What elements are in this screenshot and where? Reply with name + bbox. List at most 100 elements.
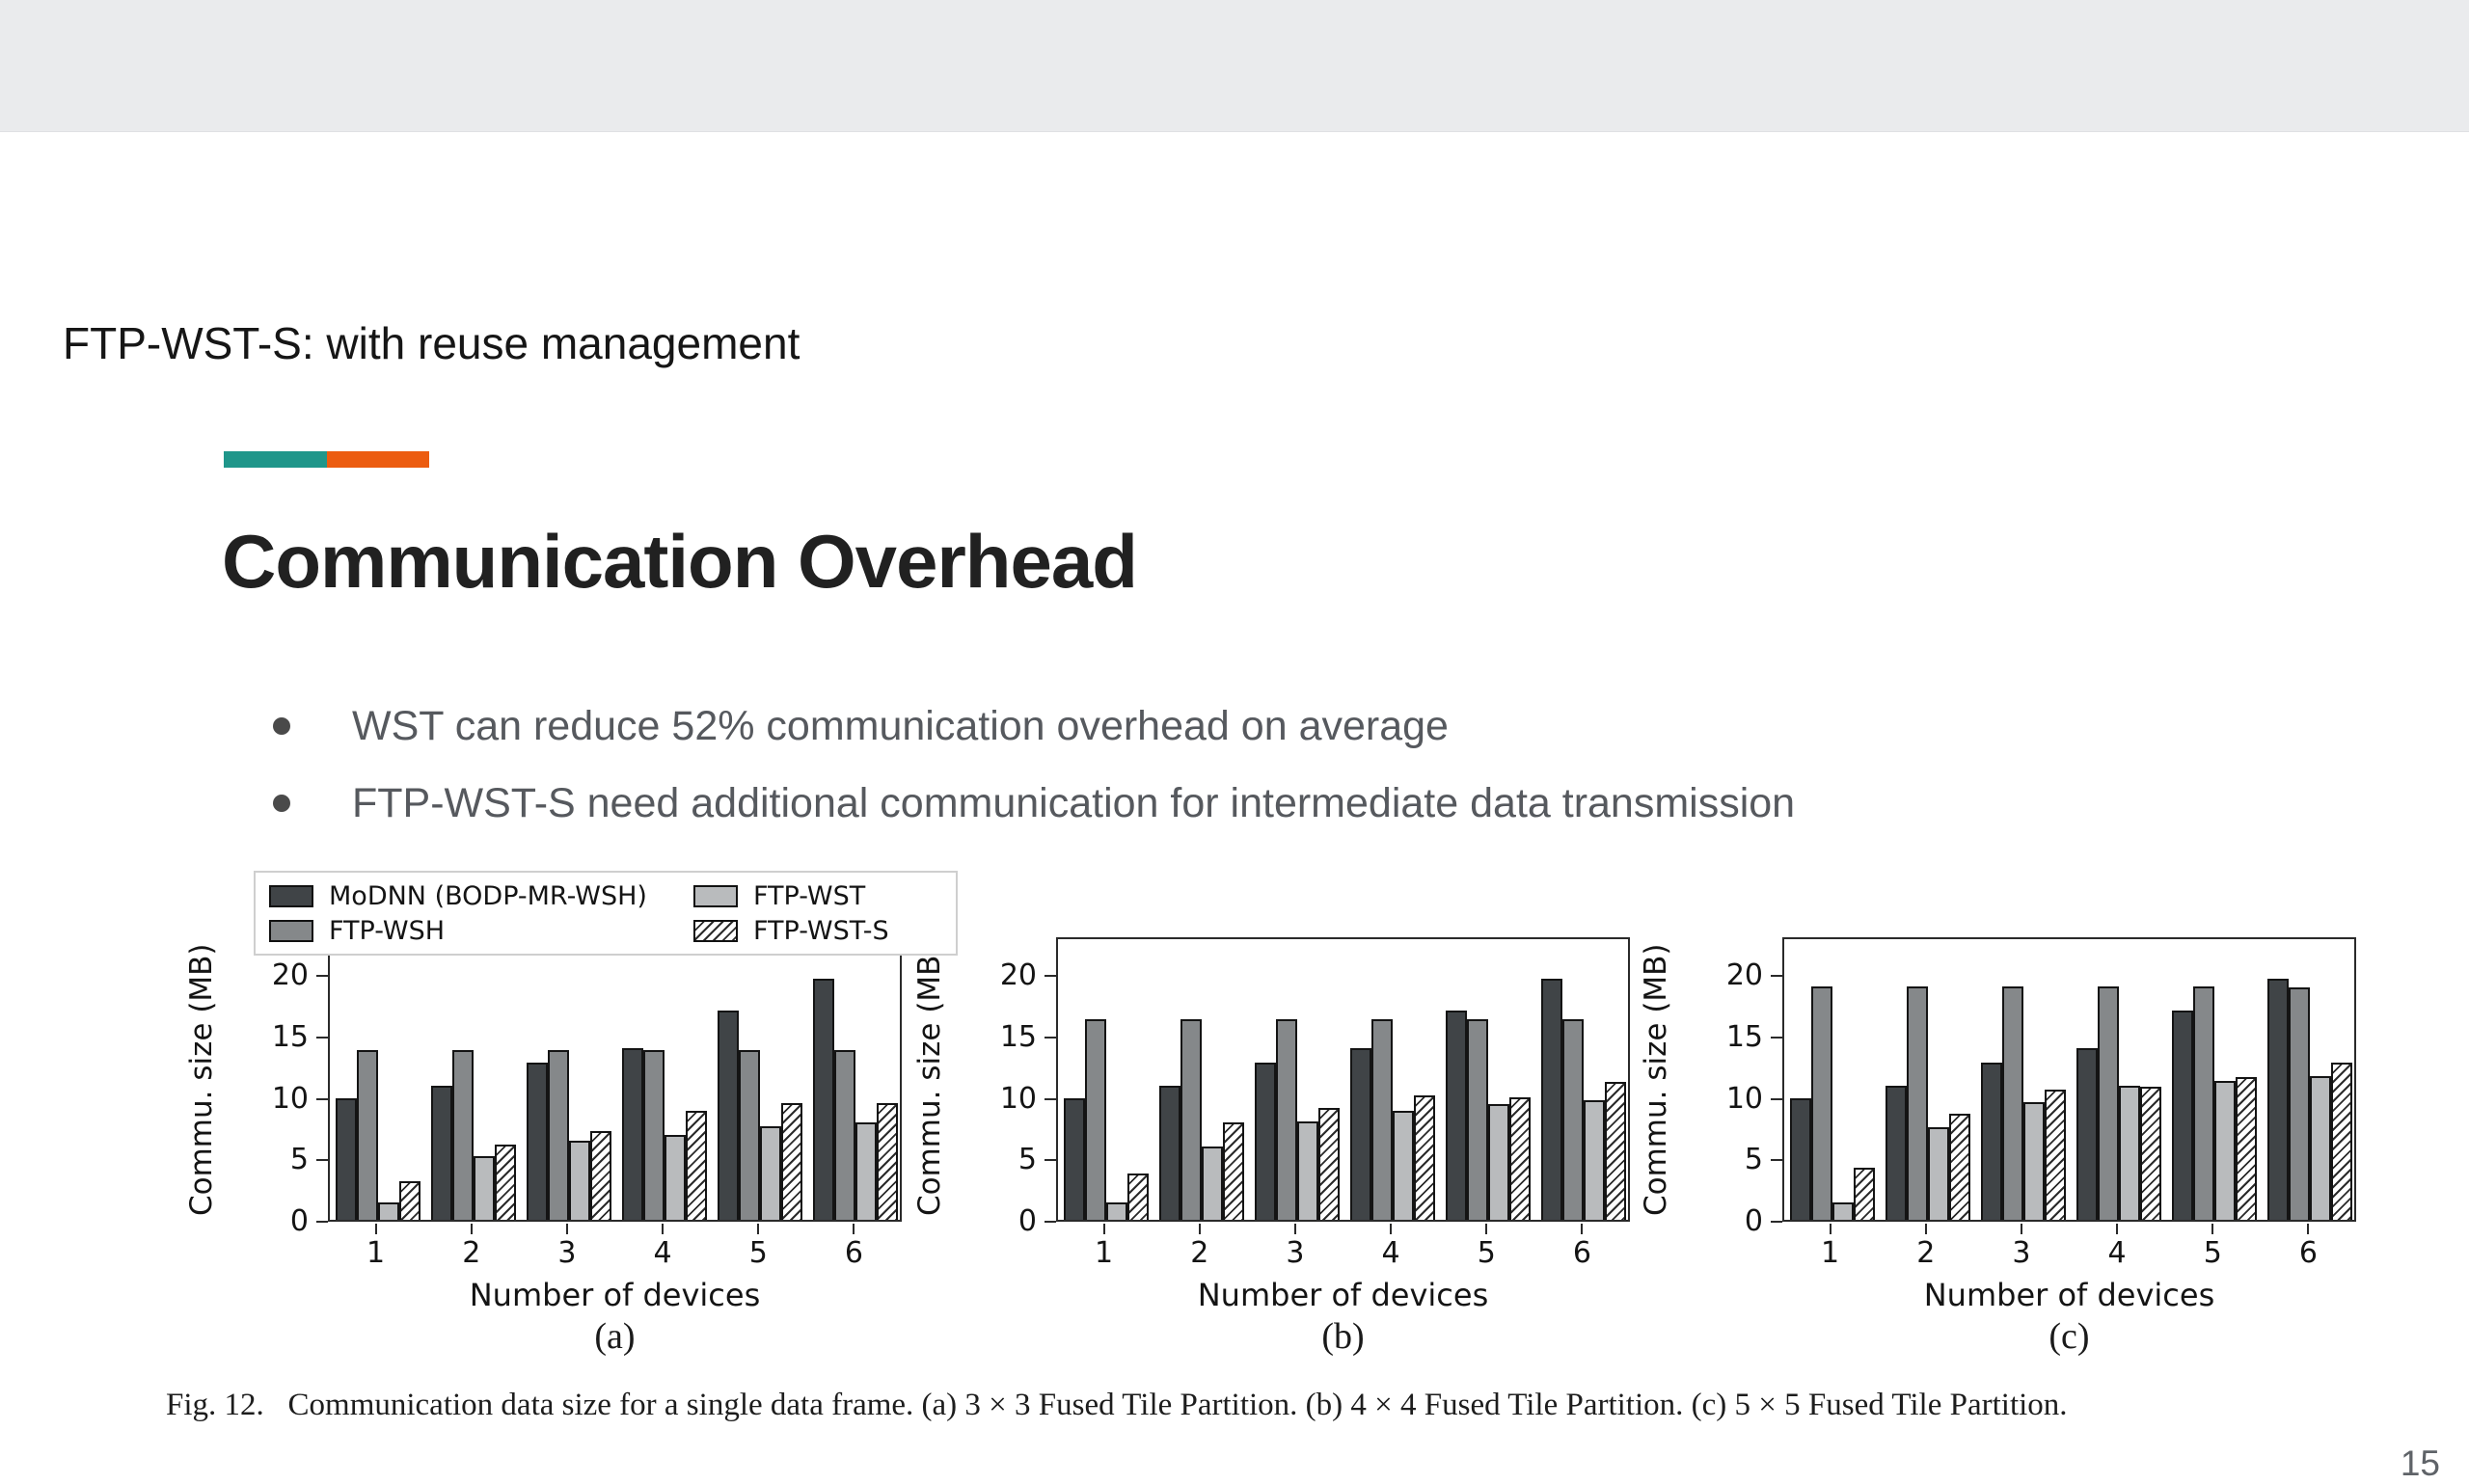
bar-light bbox=[1927, 1127, 1949, 1220]
bar-medium bbox=[1275, 1019, 1297, 1220]
bar-light bbox=[1201, 1146, 1223, 1220]
bar-hatch bbox=[2331, 1062, 2353, 1220]
y-tick-mark bbox=[1045, 975, 1056, 977]
bar-light bbox=[2022, 1101, 2045, 1220]
bullet-item: FTP-WST-S need additional communication … bbox=[273, 773, 1795, 833]
bar-group bbox=[1784, 985, 1880, 1220]
bar-hatch bbox=[1222, 1122, 1244, 1220]
bar-medium bbox=[2289, 987, 2311, 1220]
x-axis-label: Number of devices bbox=[469, 1277, 761, 1313]
x-tick-mark bbox=[2211, 1224, 2214, 1234]
legend-item: FTP-WST-S bbox=[693, 916, 942, 946]
y-tick-label: 5 bbox=[1017, 1143, 1037, 1177]
x-tick-label: 6 bbox=[1572, 1236, 1591, 1270]
subplot-label: (c) bbox=[2048, 1316, 2090, 1357]
bar-dark bbox=[2076, 1047, 2099, 1220]
y-tick-label: 20 bbox=[1725, 958, 1763, 992]
x-tick-mark bbox=[1924, 1224, 1927, 1234]
x-tick-mark bbox=[374, 1224, 377, 1234]
bar-chart-a: Commu. size (MB) 0 5 10 15 20 1 2 3 4 5 6 Number of … bbox=[169, 937, 931, 1381]
y-tick-mark bbox=[1771, 1159, 1782, 1162]
bullet-dot-icon bbox=[273, 795, 290, 812]
bullet-list: WST can reduce 52% communication overhea… bbox=[273, 696, 1795, 850]
x-tick-mark bbox=[1293, 1224, 1296, 1234]
x-tick-mark bbox=[1581, 1224, 1584, 1234]
x-tick-mark bbox=[757, 1224, 760, 1234]
bar-hatch bbox=[1414, 1095, 1436, 1220]
bar-dark bbox=[813, 979, 835, 1220]
bar-dark bbox=[718, 1011, 740, 1220]
bar-light bbox=[1584, 1100, 1606, 1220]
x-tick-mark bbox=[1198, 1224, 1201, 1234]
bar-dark bbox=[1980, 1062, 2002, 1220]
bar-hatch bbox=[2236, 1077, 2258, 1220]
bar-hatch bbox=[589, 1131, 611, 1220]
bar-medium bbox=[1084, 1019, 1106, 1220]
bar-light bbox=[2119, 1086, 2141, 1220]
bar-group bbox=[1153, 1019, 1249, 1220]
plot-area bbox=[328, 937, 902, 1222]
x-tick-mark bbox=[1102, 1224, 1105, 1234]
bar-medium bbox=[643, 1050, 665, 1220]
x-tick-label: 6 bbox=[844, 1236, 863, 1270]
figure-caption: Fig. 12. Communication data size for a s… bbox=[166, 1388, 2068, 1422]
browser-chrome-band bbox=[0, 0, 2469, 132]
slide-title: Communication Overhead bbox=[222, 519, 1138, 604]
legend-label: FTP-WSH bbox=[329, 915, 446, 946]
x-axis-label: Number of devices bbox=[1923, 1277, 2215, 1313]
bar-group bbox=[1880, 985, 1975, 1220]
bar-hatch bbox=[686, 1110, 708, 1220]
subplot-label: (a) bbox=[594, 1316, 636, 1357]
bar-hatch bbox=[398, 1181, 421, 1220]
x-tick-label: 5 bbox=[2203, 1236, 2222, 1270]
bar-dark bbox=[335, 1097, 357, 1220]
bar-medium bbox=[356, 1050, 378, 1220]
bar-hatch bbox=[1605, 1082, 1627, 1220]
bar-group bbox=[1975, 985, 2071, 1220]
y-tick-label: 0 bbox=[289, 1204, 309, 1238]
x-tick-mark bbox=[1485, 1224, 1488, 1234]
bar-hatch bbox=[2140, 1087, 2162, 1220]
subplot-label: (b) bbox=[1321, 1316, 1365, 1357]
bar-dark bbox=[1063, 1097, 1085, 1220]
y-axis-label: Commu. size (MB) bbox=[1639, 943, 1673, 1216]
y-tick-label: 20 bbox=[271, 958, 309, 992]
bar-light bbox=[1393, 1110, 1415, 1220]
legend-swatch-hatch bbox=[693, 919, 738, 942]
y-tick-mark bbox=[316, 1221, 328, 1223]
bar-light bbox=[473, 1155, 495, 1220]
bar-dark bbox=[526, 1062, 548, 1220]
bar-dark bbox=[1885, 1086, 1907, 1220]
bar-light bbox=[665, 1135, 687, 1220]
accent-divider-orange bbox=[326, 451, 429, 468]
bar-dark bbox=[1446, 1011, 1468, 1220]
bar-medium bbox=[1906, 985, 1928, 1220]
x-tick-mark bbox=[2307, 1224, 2310, 1234]
bar-medium bbox=[1810, 985, 1832, 1220]
x-tick-label: 3 bbox=[1286, 1236, 1305, 1270]
bar-group bbox=[425, 1050, 521, 1220]
x-tick-label: 5 bbox=[748, 1236, 768, 1270]
bar-group bbox=[713, 1011, 808, 1220]
bar-dark bbox=[1541, 979, 1563, 1220]
bar-dark bbox=[2267, 979, 2290, 1220]
y-tick-label: 15 bbox=[1725, 1019, 1763, 1054]
x-tick-label: 6 bbox=[2298, 1236, 2318, 1270]
bar-hatch bbox=[2044, 1089, 2066, 1220]
y-tick-mark bbox=[1771, 1221, 1782, 1223]
bar-chart-b: Commu. size (MB) 0 5 10 15 20 1 2 3 4 5 6 Number of … bbox=[897, 937, 1659, 1381]
bar-medium bbox=[2193, 985, 2215, 1220]
y-tick-mark bbox=[1045, 1221, 1056, 1223]
x-tick-label: 4 bbox=[653, 1236, 672, 1270]
y-axis-label: Commu. size (MB) bbox=[184, 943, 219, 1216]
accent-divider-teal bbox=[224, 451, 327, 468]
bar-chart-c: Commu. size (MB) 0 5 10 15 20 1 2 3 4 5 6 Number of … bbox=[1623, 937, 2385, 1381]
plot-area bbox=[1782, 937, 2356, 1222]
y-tick-mark bbox=[316, 975, 328, 977]
bar-group bbox=[1249, 1019, 1344, 1220]
x-tick-mark bbox=[2020, 1224, 2022, 1234]
bar-medium bbox=[451, 1050, 474, 1220]
bar-hatch bbox=[781, 1102, 803, 1220]
x-tick-label: 3 bbox=[557, 1236, 577, 1270]
legend-swatch-light bbox=[693, 884, 738, 907]
